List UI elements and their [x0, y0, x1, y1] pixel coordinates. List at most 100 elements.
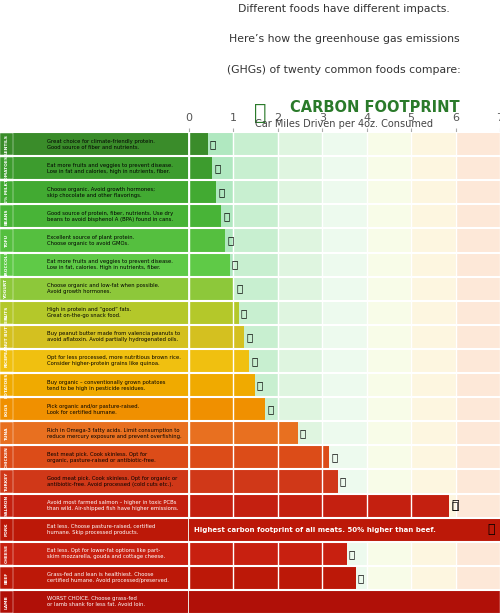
Text: Avoid most farmed salmon – higher in toxic PCBs
than wild. Air-shipped fish have: Avoid most farmed salmon – higher in tox…: [47, 500, 178, 511]
Text: POTATOES: POTATOES: [4, 372, 8, 398]
Text: Eat less. Choose pasture-raised, certified
humane. Skip processed products.: Eat less. Choose pasture-raised, certifi…: [47, 524, 156, 535]
Text: 🚗: 🚗: [254, 103, 266, 123]
Bar: [0, 494, 188, 517]
Text: 🚗: 🚗: [223, 211, 230, 222]
Text: 🚗: 🚗: [251, 356, 258, 366]
Bar: [189, 542, 346, 565]
Bar: [0, 398, 188, 421]
Bar: [0, 325, 13, 348]
Text: Here’s how the greenhouse gas emissions: Here’s how the greenhouse gas emissions: [228, 34, 460, 44]
Text: PEANUT BUTTER: PEANUT BUTTER: [4, 317, 8, 357]
Bar: [189, 374, 254, 397]
Text: RICE: RICE: [4, 356, 8, 367]
Text: Buy peanut butter made from valencia peanuts to
avoid aflatoxin. Avoid partially: Buy peanut butter made from valencia pea…: [47, 332, 180, 343]
Bar: [0, 398, 13, 421]
Bar: [0, 278, 13, 300]
Text: Opt for less processed, more nutritious brown rice.
Consider higher-protein grai: Opt for less processed, more nutritious …: [47, 356, 181, 367]
Text: CARBON FOOTPRINT: CARBON FOOTPRINT: [290, 100, 460, 115]
Text: 🚗: 🚗: [246, 332, 253, 342]
Text: Buy organic – conventionally grown potatoes
tend to be high in pesticide residue: Buy organic – conventionally grown potat…: [47, 379, 166, 391]
Text: SALMON: SALMON: [4, 495, 8, 516]
Bar: [0, 349, 13, 372]
Bar: [0, 422, 13, 445]
Bar: [0, 133, 13, 155]
Bar: [0, 133, 188, 155]
Bar: [189, 470, 338, 493]
Bar: [0, 470, 188, 493]
Text: 🚗: 🚗: [232, 260, 238, 270]
Text: Car Miles Driven per 4oz. Consumed: Car Miles Driven per 4oz. Consumed: [255, 119, 433, 130]
Bar: [0, 157, 188, 179]
Bar: [189, 301, 238, 324]
Bar: [0, 325, 188, 348]
Text: 🚗: 🚗: [241, 308, 247, 318]
Bar: [0, 542, 13, 565]
Text: (GHGs) of twenty common foods compare:: (GHGs) of twenty common foods compare:: [227, 64, 461, 75]
Bar: [0, 422, 188, 445]
Bar: [0, 494, 13, 517]
Bar: [189, 591, 500, 613]
Bar: [0, 591, 188, 613]
Text: Highest carbon footprint of all meats. 50% higher than beef.: Highest carbon footprint of all meats. 5…: [194, 527, 436, 533]
Text: Grass-fed and lean is healthiest. Choose
certified humane. Avoid processed/prese: Grass-fed and lean is healthiest. Choose…: [47, 572, 169, 583]
Text: PORK: PORK: [4, 523, 8, 537]
Text: Eat more fruits and veggies to prevent disease.
Low in fat and calories, high in: Eat more fruits and veggies to prevent d…: [47, 163, 173, 174]
Text: High in protein and “good” fats.
Great on-the-go snack food.: High in protein and “good” fats. Great o…: [47, 307, 131, 318]
Text: Great choice for climate-friendly protein.
Good source of fiber and nutrients.: Great choice for climate-friendly protei…: [47, 139, 155, 150]
Bar: [189, 133, 208, 155]
Text: TUNA: TUNA: [4, 427, 8, 440]
Text: 🚗: 🚗: [451, 499, 458, 512]
Bar: [0, 301, 13, 324]
Bar: [189, 205, 221, 228]
Text: 🚗: 🚗: [340, 476, 346, 486]
Text: Eat less. Opt for lower-fat options like part-
skim mozzarella, gouda and cottag: Eat less. Opt for lower-fat options like…: [47, 548, 165, 559]
Bar: [0, 253, 13, 276]
Bar: [189, 422, 298, 445]
Text: Best meat pick. Cook skinless. Opt for
organic, pasture-raised or antibiotic-fre: Best meat pick. Cook skinless. Opt for o…: [47, 452, 156, 463]
Bar: [0, 446, 13, 468]
Text: TOFU: TOFU: [4, 234, 8, 247]
Text: 🚗: 🚗: [236, 284, 242, 293]
Bar: [411, 132, 456, 614]
Text: Good source of protein, fiber, nutrients. Use dry
beans to avoid bisphenol A (BP: Good source of protein, fiber, nutrients…: [47, 211, 174, 222]
Bar: [189, 494, 449, 517]
Bar: [0, 229, 188, 252]
Text: Different foods have different impacts.: Different foods have different impacts.: [238, 4, 450, 14]
Text: Pick organic and/or pasture-raised.
Look for certified humane.: Pick organic and/or pasture-raised. Look…: [47, 403, 139, 414]
Text: Rich in Omega-3 fatty acids. Limit consumption to
reduce mercury exposure and pr: Rich in Omega-3 fatty acids. Limit consu…: [47, 428, 182, 439]
Text: Choose organic. Avoid growth hormones;
skip chocolate and other flavorings.: Choose organic. Avoid growth hormones; s…: [47, 187, 155, 198]
Bar: [189, 518, 494, 541]
Bar: [0, 181, 13, 204]
Text: TURKEY: TURKEY: [4, 472, 8, 491]
Text: LENTILS: LENTILS: [4, 134, 8, 154]
Text: YOGURT: YOGURT: [4, 279, 8, 298]
Text: BEEF: BEEF: [4, 572, 8, 584]
Bar: [278, 132, 322, 614]
Bar: [189, 446, 329, 468]
Bar: [189, 349, 249, 372]
Text: TOMATOES: TOMATOES: [4, 155, 8, 182]
Text: 🚗: 🚗: [349, 549, 355, 559]
Bar: [0, 253, 188, 276]
Text: Choose organic and low-fat when possible.
Avoid growth hormones.: Choose organic and low-fat when possible…: [47, 283, 160, 294]
Bar: [0, 374, 188, 397]
Bar: [189, 398, 266, 421]
Text: EGGS: EGGS: [4, 402, 8, 416]
Text: 🚗: 🚗: [451, 500, 458, 511]
Bar: [189, 325, 244, 348]
Bar: [366, 132, 411, 614]
Bar: [0, 446, 188, 468]
Bar: [0, 205, 188, 228]
Bar: [456, 132, 500, 614]
Bar: [0, 301, 188, 324]
Bar: [189, 181, 216, 204]
Bar: [0, 205, 13, 228]
FancyArrow shape: [189, 518, 500, 541]
Text: 🚗: 🚗: [331, 453, 338, 462]
Bar: [189, 229, 226, 252]
Text: Excellent source of plant protein.
Choose organic to avoid GMOs.: Excellent source of plant protein. Choos…: [47, 235, 134, 246]
Text: 🚗: 🚗: [214, 163, 220, 173]
Text: CHEESE: CHEESE: [4, 544, 8, 563]
Bar: [0, 518, 188, 541]
Bar: [189, 253, 230, 276]
